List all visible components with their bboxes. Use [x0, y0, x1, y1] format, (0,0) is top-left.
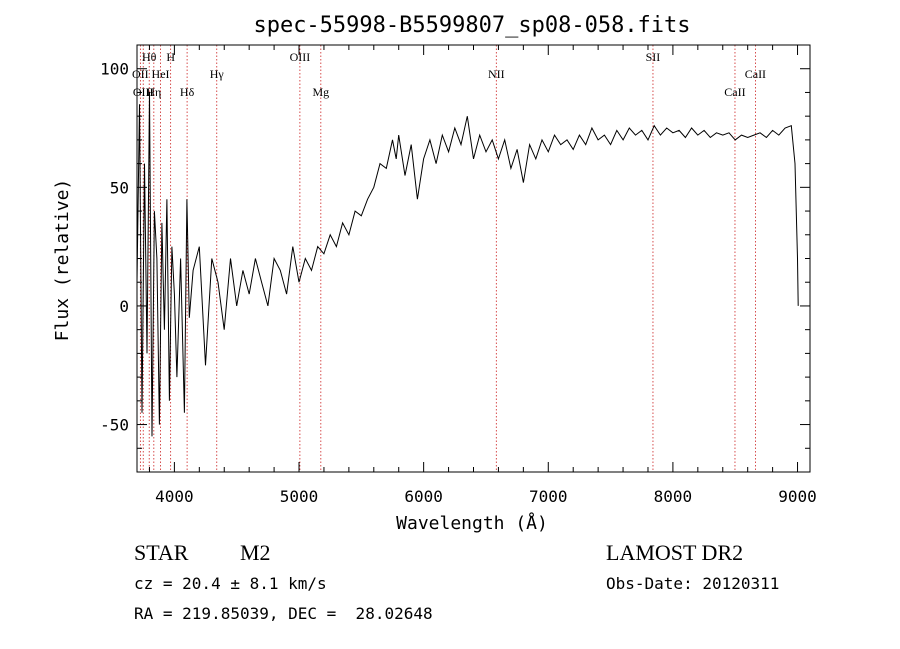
- obs-date-text: Obs-Date: 20120311: [606, 574, 779, 593]
- line-label: NII: [488, 67, 505, 81]
- redshift-text: cz = 20.4 ± 8.1 km/s: [134, 574, 327, 593]
- line-label: Hη: [146, 85, 161, 99]
- line-label: HeI: [152, 67, 170, 81]
- line-label: H: [166, 50, 175, 64]
- coordinates-text: RA = 219.85039, DEC = 28.02648: [134, 604, 433, 623]
- x-tick-label: 5000: [280, 487, 319, 506]
- line-label: CaII: [745, 67, 766, 81]
- chart-title: spec-55998-B5599807_sp08-058.fits: [253, 13, 690, 38]
- y-axis-label: Flux (relative): [52, 179, 73, 342]
- emission-line-markers: [139, 45, 756, 472]
- y-tick-label: 50: [110, 178, 129, 197]
- line-label: Hθ: [142, 50, 157, 64]
- x-tick-label: 6000: [404, 487, 443, 506]
- x-tick-label: 9000: [778, 487, 817, 506]
- y-tick-label: 0: [119, 297, 129, 316]
- line-label: OIII: [290, 50, 311, 64]
- line-label: Hγ: [210, 67, 225, 81]
- line-label: SII: [646, 50, 661, 64]
- spectrum-line: [136, 92, 799, 437]
- x-axis-label: Wavelength (Å): [396, 512, 548, 534]
- y-tick-label: 100: [100, 60, 129, 79]
- y-axis-ticks: -50 0 50 100: [100, 60, 810, 449]
- object-subclass: M2: [240, 540, 271, 565]
- plot-frame: [136, 44, 811, 473]
- y-tick-label: -50: [100, 416, 129, 435]
- x-tick-label: 8000: [654, 487, 693, 506]
- line-label: Hδ: [180, 85, 195, 99]
- x-tick-label: 7000: [529, 487, 568, 506]
- x-tick-label: 4000: [155, 487, 194, 506]
- line-label: Mg: [312, 85, 329, 99]
- line-label: OII: [132, 67, 149, 81]
- line-label: OIII: [133, 85, 154, 99]
- line-label: CaII: [724, 85, 745, 99]
- object-class: STAR: [134, 540, 189, 565]
- survey-name: LAMOST DR2: [606, 540, 743, 565]
- x-axis-ticks: 4000 5000 6000 7000 8000 9000: [148, 45, 817, 506]
